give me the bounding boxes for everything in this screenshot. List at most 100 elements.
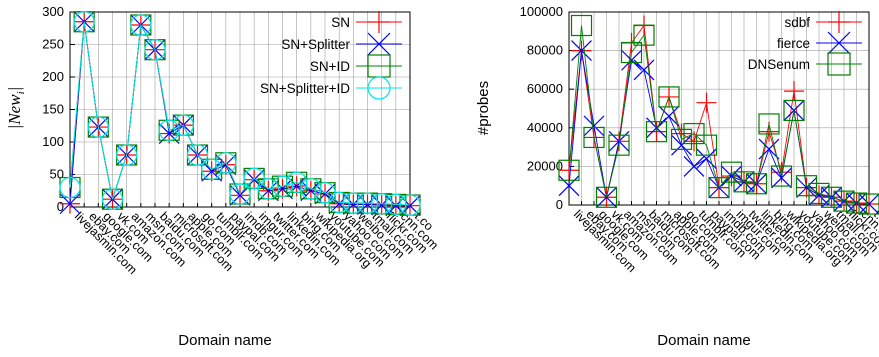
x-axis-title: Domain name (657, 332, 750, 349)
data-point (771, 167, 792, 189)
legend-item: sdbf (784, 11, 862, 33)
data-point (73, 11, 95, 33)
data-point (820, 186, 843, 208)
series-sn-splitter-id (59, 11, 421, 216)
data-point (670, 128, 693, 150)
data-point (243, 167, 265, 189)
y-tick-label: 150 (42, 102, 64, 117)
legend-label: sdbf (784, 15, 810, 30)
data-point (845, 192, 868, 214)
data-point (671, 123, 692, 144)
grid (568, 11, 870, 206)
legend-label: SN (331, 15, 350, 30)
legend-item: DNSenum (748, 52, 862, 76)
data-point (215, 154, 237, 176)
data-point (215, 152, 237, 174)
data-point (116, 144, 138, 166)
legend-marker (827, 31, 851, 55)
data-point (683, 155, 705, 177)
series-line (69, 21, 411, 206)
x-axis: livejasmin.comebay.comgoogle.comvk.comam… (568, 201, 879, 275)
data-point (172, 114, 194, 136)
data-point (658, 86, 680, 108)
data-point (399, 194, 421, 216)
data-point (328, 191, 350, 214)
legend-marker (368, 11, 390, 33)
x-axis: livejasmin.comebay.comgoogle.comvk.comam… (69, 203, 441, 277)
data-point (695, 134, 718, 156)
y-tick-label: 40000 (527, 120, 563, 135)
data-point (733, 171, 755, 193)
legend-item: SN+Splitter (281, 32, 402, 56)
data-point (595, 186, 618, 208)
data-point (130, 14, 152, 36)
data-point (633, 59, 655, 81)
data-point (608, 134, 630, 156)
legend: sdbf fierce DNSenum (748, 11, 862, 76)
y-tick-label: 200 (42, 69, 64, 84)
data-point (583, 115, 605, 137)
data-point (158, 119, 180, 141)
y-axis-title-main: |New (5, 94, 24, 130)
legend: SN SN+Splitter SN+ID SN+Splitter+ID (260, 11, 402, 100)
chart-1: 0 50 100 150 200 250 300 livejasmin.comebay.com… (5, 4, 441, 349)
legend-marker (828, 11, 850, 33)
data-point (300, 180, 322, 202)
data-point (770, 165, 793, 187)
x-tick-label: t.co (871, 207, 879, 231)
data-point (758, 113, 780, 135)
data-point (696, 92, 717, 113)
data-point (621, 49, 642, 71)
y-tick-label: 100000 (520, 4, 563, 19)
grid (69, 11, 411, 208)
data-point (385, 193, 407, 215)
legend-marker (367, 76, 391, 100)
data-point (708, 177, 730, 199)
legend-marker (827, 52, 851, 76)
y-axis-title: |Newi| (5, 87, 27, 130)
data-point (645, 121, 668, 143)
data-point (620, 41, 643, 64)
legend-label: SN+ID (310, 59, 350, 74)
data-point (783, 99, 805, 122)
data-point (570, 14, 593, 37)
data-point (59, 176, 81, 199)
series-dnsenum (558, 14, 879, 215)
y-tick-label: 60000 (527, 81, 563, 96)
y-tick-label: 80000 (527, 43, 563, 58)
data-point (796, 177, 817, 199)
y-axis-title-subscript: i (15, 91, 27, 94)
data-point (201, 158, 223, 180)
y-tick-label: 0 (57, 199, 64, 214)
data-point (101, 188, 124, 210)
y-axis-title: #probes (475, 81, 492, 135)
data-point (371, 193, 393, 215)
y-tick-label: 300 (42, 4, 64, 19)
data-point (271, 175, 294, 197)
data-point (858, 193, 879, 215)
data-point (342, 192, 364, 214)
y-axis: 0 20000 40000 60000 80000 100000 (520, 4, 574, 212)
data-point (583, 126, 605, 149)
data-point (633, 24, 655, 46)
data-point (229, 183, 251, 205)
data-point (684, 131, 704, 152)
data-point (808, 184, 830, 206)
x-axis-title: Domain name (178, 332, 271, 349)
legend-label: SN+Splitter+ID (260, 81, 350, 96)
legend-item: SN+Splitter+ID (260, 76, 402, 100)
y-tick-label: 0 (556, 197, 563, 212)
data-point (795, 175, 818, 197)
data-point (833, 190, 855, 212)
legend-label: DNSenum (748, 57, 810, 72)
series-line (568, 25, 870, 205)
data-point (771, 162, 792, 183)
data-point (257, 178, 279, 200)
data-point (314, 182, 336, 204)
data-point (300, 178, 322, 200)
legend-item: SN+ID (310, 54, 402, 78)
legend-marker (367, 32, 391, 56)
y-tick-label: 250 (42, 37, 64, 52)
data-point (356, 192, 379, 214)
data-point (87, 116, 109, 138)
